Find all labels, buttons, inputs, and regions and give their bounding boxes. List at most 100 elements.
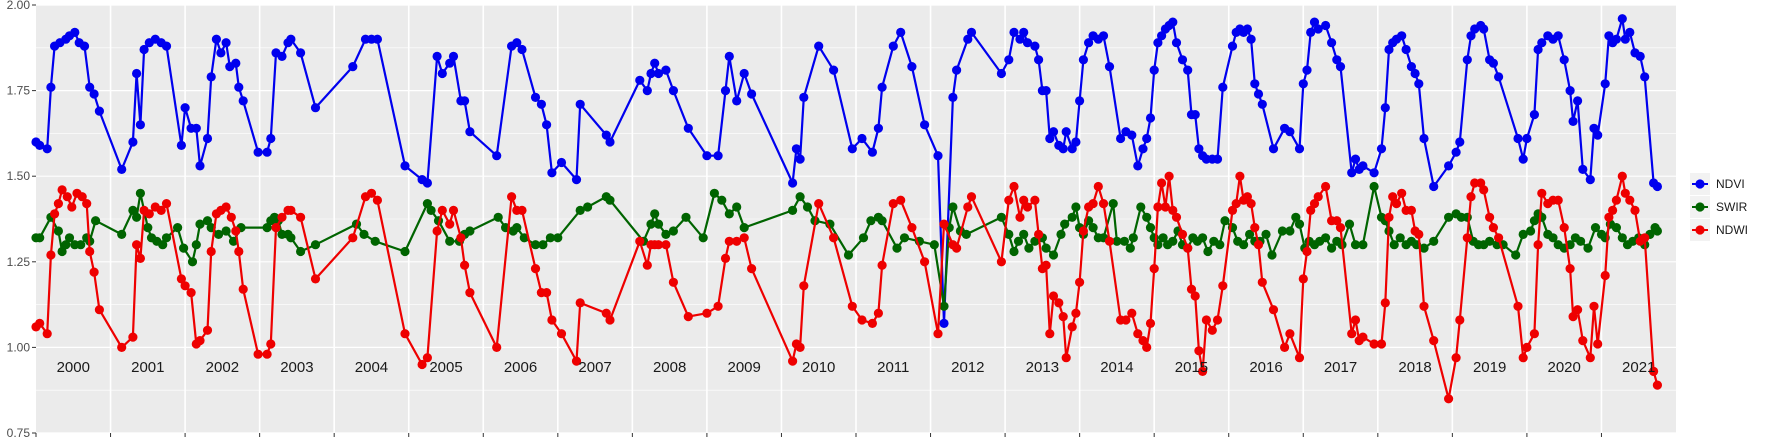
data-point: [1391, 199, 1402, 209]
data-point: [262, 223, 272, 233]
data-point: [1201, 315, 1211, 325]
data-point: [1350, 315, 1361, 325]
data-point: [1058, 144, 1068, 154]
data-point: [650, 58, 660, 68]
data-point: [460, 260, 470, 270]
data-point: [1313, 24, 1323, 34]
data-point: [653, 68, 664, 79]
data-point: [1306, 205, 1316, 215]
data-point: [1397, 188, 1407, 198]
data-point: [1384, 44, 1394, 55]
data-point: [1061, 353, 1071, 363]
legend-key-point: [1695, 179, 1705, 189]
data-point: [277, 51, 287, 62]
year-label: 2020: [1547, 359, 1580, 376]
data-point: [1604, 212, 1614, 222]
data-point: [1157, 31, 1167, 41]
data-point: [1128, 233, 1138, 243]
data-point: [1048, 250, 1059, 260]
data-point: [720, 86, 731, 96]
data-point: [1268, 144, 1279, 154]
data-point: [1321, 233, 1331, 243]
data-point: [571, 356, 582, 366]
data-point: [829, 233, 839, 243]
data-point: [1332, 216, 1342, 226]
data-point: [1030, 41, 1040, 51]
data-point: [858, 233, 869, 243]
series-ndvi: [31, 14, 1662, 328]
data-point: [1019, 229, 1029, 239]
data-point: [1093, 181, 1103, 192]
data-point: [1245, 229, 1255, 239]
data-point: [1190, 291, 1200, 301]
data-point: [1537, 38, 1547, 48]
data-point: [1537, 188, 1547, 198]
data-point: [1171, 212, 1182, 222]
data-point: [1485, 212, 1495, 222]
data-point: [89, 267, 99, 277]
data-point: [176, 274, 186, 284]
data-point: [1620, 188, 1630, 198]
data-point: [493, 212, 503, 222]
data-point: [1350, 240, 1361, 250]
data-point: [372, 195, 382, 205]
data-point: [1227, 41, 1238, 51]
data-point: [195, 336, 205, 346]
data-point: [1578, 336, 1588, 346]
data-point: [635, 236, 645, 246]
data-point: [1041, 243, 1051, 253]
y-tick-label: 0.75: [7, 426, 31, 440]
data-point: [271, 223, 281, 233]
data-point: [176, 140, 186, 150]
data-point: [542, 120, 552, 130]
data-point: [366, 188, 377, 198]
data-point: [216, 48, 226, 58]
data-point: [702, 151, 712, 161]
data-point: [847, 144, 857, 154]
data-point: [601, 130, 611, 140]
data-point: [575, 298, 585, 308]
data-point: [1649, 366, 1659, 376]
data-point: [545, 233, 556, 243]
data-point: [1153, 202, 1163, 212]
data-point: [161, 41, 172, 51]
data-point: [1640, 72, 1650, 82]
data-point: [1389, 240, 1399, 250]
data-point: [517, 44, 527, 55]
data-point: [1476, 178, 1486, 188]
data-point: [53, 199, 64, 209]
data-point: [1522, 342, 1532, 352]
data-point: [1578, 164, 1588, 174]
data-point: [1127, 130, 1137, 140]
data-point: [1369, 181, 1379, 192]
data-point: [422, 353, 432, 363]
data-point: [1350, 154, 1361, 164]
data-point: [1041, 86, 1051, 96]
data-point: [1344, 219, 1355, 229]
data-point: [1298, 274, 1308, 284]
data-point: [228, 236, 239, 246]
data-point: [1048, 127, 1059, 137]
data-point: [1565, 86, 1575, 96]
data-point: [1406, 62, 1416, 72]
data-point: [1565, 264, 1575, 274]
data-point: [62, 192, 72, 202]
data-point: [1358, 240, 1368, 250]
data-point: [221, 38, 231, 48]
data-point: [1466, 31, 1476, 41]
data-point: [465, 226, 475, 236]
data-point: [642, 86, 652, 96]
data-point: [400, 329, 410, 339]
data-point: [1253, 240, 1264, 250]
data-point: [646, 68, 656, 79]
data-point: [538, 240, 548, 250]
data-point: [1533, 240, 1543, 250]
data-point: [445, 58, 455, 68]
data-point: [1061, 127, 1071, 137]
data-point: [877, 82, 887, 92]
data-point: [1553, 195, 1563, 205]
data-point: [1235, 171, 1245, 181]
data-point: [1444, 161, 1454, 171]
data-point: [1153, 38, 1163, 48]
data-point: [1098, 199, 1109, 209]
